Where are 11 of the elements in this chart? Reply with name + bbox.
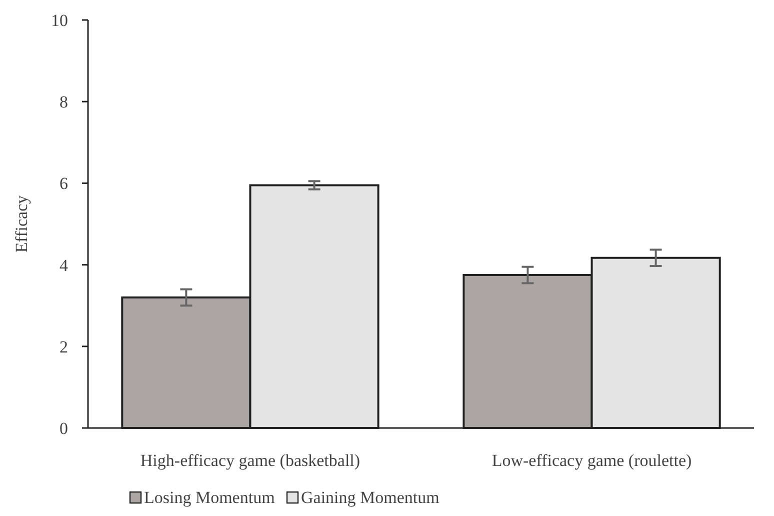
legend-label: Losing Momentum (144, 488, 275, 507)
x-tick-label: High-efficacy game (basketball) (140, 451, 360, 470)
y-tick-label: 8 (60, 92, 68, 112)
x-tick-label: Low-efficacy game (roulette) (492, 451, 692, 470)
y-tick-label: 2 (60, 337, 68, 356)
y-tick-label: 10 (51, 10, 68, 30)
y-tick-label: 6 (60, 174, 68, 194)
legend-label: Gaining Momentum (301, 488, 440, 507)
y-tick-label: 4 (60, 256, 68, 275)
y-axis-title: Efficacy (12, 194, 31, 253)
y-tick-label: 0 (60, 418, 68, 438)
